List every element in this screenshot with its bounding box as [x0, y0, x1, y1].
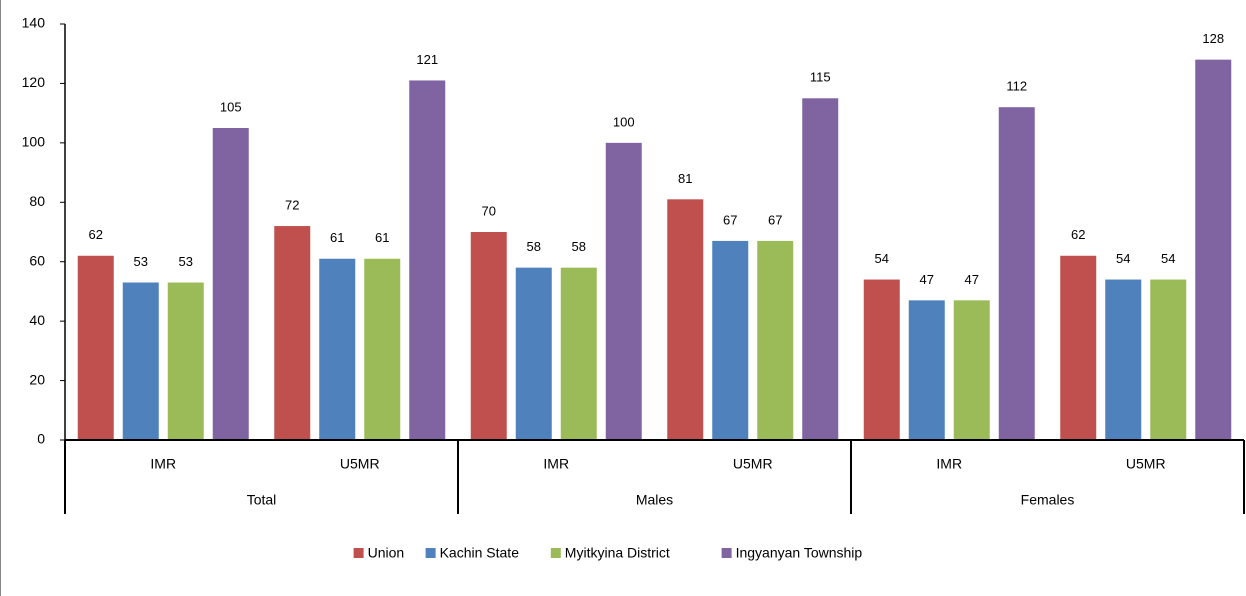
value-label: 53 — [134, 254, 148, 269]
bar — [802, 98, 839, 441]
bar — [212, 128, 249, 440]
value-label: 67 — [768, 212, 782, 227]
legend-label: Ingyanyan Township — [736, 545, 863, 561]
value-label: 100 — [613, 114, 635, 129]
value-label: 61 — [375, 230, 389, 245]
x-tick-label: U5MR — [1126, 456, 1166, 472]
bar — [605, 142, 642, 440]
value-label: 47 — [965, 272, 979, 287]
bar — [712, 240, 749, 440]
legend-swatch — [353, 548, 364, 558]
legend-swatch — [721, 548, 732, 558]
bar — [953, 300, 990, 440]
y-tick-label: 40 — [29, 312, 45, 328]
value-label: 67 — [723, 212, 737, 227]
bar — [122, 282, 159, 440]
bar — [667, 199, 704, 440]
value-label: 61 — [330, 230, 344, 245]
legend-label: Kachin State — [440, 545, 520, 561]
x-tick-label: U5MR — [733, 456, 773, 472]
value-label: 128 — [1202, 31, 1224, 46]
y-tick-label: 120 — [22, 74, 46, 90]
value-label: 58 — [527, 239, 541, 254]
bar — [167, 282, 204, 440]
y-tick-label: 60 — [29, 252, 45, 268]
bar — [908, 300, 945, 440]
legend-swatch — [425, 548, 436, 558]
y-tick-label: 140 — [22, 15, 46, 31]
value-label: 58 — [572, 239, 586, 254]
bar — [1105, 279, 1142, 440]
bar — [1060, 255, 1097, 440]
x-tick-label: IMR — [150, 456, 176, 472]
value-label: 115 — [810, 70, 831, 85]
group-label: Females — [1021, 492, 1075, 508]
legend-label: Myitkyina District — [565, 545, 670, 561]
value-label: 70 — [482, 203, 496, 218]
value-label: 47 — [920, 272, 934, 287]
value-label: 62 — [1071, 227, 1085, 242]
bar — [560, 267, 597, 440]
value-label: 62 — [89, 227, 103, 242]
value-label: 54 — [1161, 251, 1175, 266]
group-label: Total — [247, 492, 277, 508]
bar — [1150, 279, 1187, 440]
legend-label: Union — [368, 545, 405, 561]
bar — [319, 258, 356, 440]
bar — [364, 258, 401, 440]
x-tick-label: IMR — [936, 456, 962, 472]
y-tick-label: 20 — [29, 371, 45, 387]
bar — [757, 240, 794, 440]
y-tick-label: 100 — [22, 134, 46, 150]
value-label: 81 — [678, 171, 692, 186]
value-label: 121 — [416, 52, 438, 67]
legend-swatch — [550, 548, 561, 558]
y-tick-label: 80 — [29, 193, 45, 209]
value-label: 72 — [285, 197, 299, 212]
value-label: 112 — [1006, 79, 1027, 94]
bar — [470, 232, 507, 440]
bar — [998, 107, 1035, 440]
y-tick-label: 0 — [37, 431, 45, 447]
bar — [515, 267, 552, 440]
bar — [1195, 59, 1232, 441]
value-label: 53 — [179, 254, 193, 269]
bar — [77, 255, 114, 440]
value-label: 54 — [875, 251, 889, 266]
bar — [863, 279, 900, 440]
value-label: 105 — [220, 99, 242, 114]
group-label: Males — [636, 492, 673, 508]
x-tick-label: U5MR — [340, 456, 380, 472]
bar — [409, 80, 446, 440]
bar — [274, 226, 311, 440]
x-tick-label: IMR — [543, 456, 569, 472]
value-label: 54 — [1116, 251, 1130, 266]
